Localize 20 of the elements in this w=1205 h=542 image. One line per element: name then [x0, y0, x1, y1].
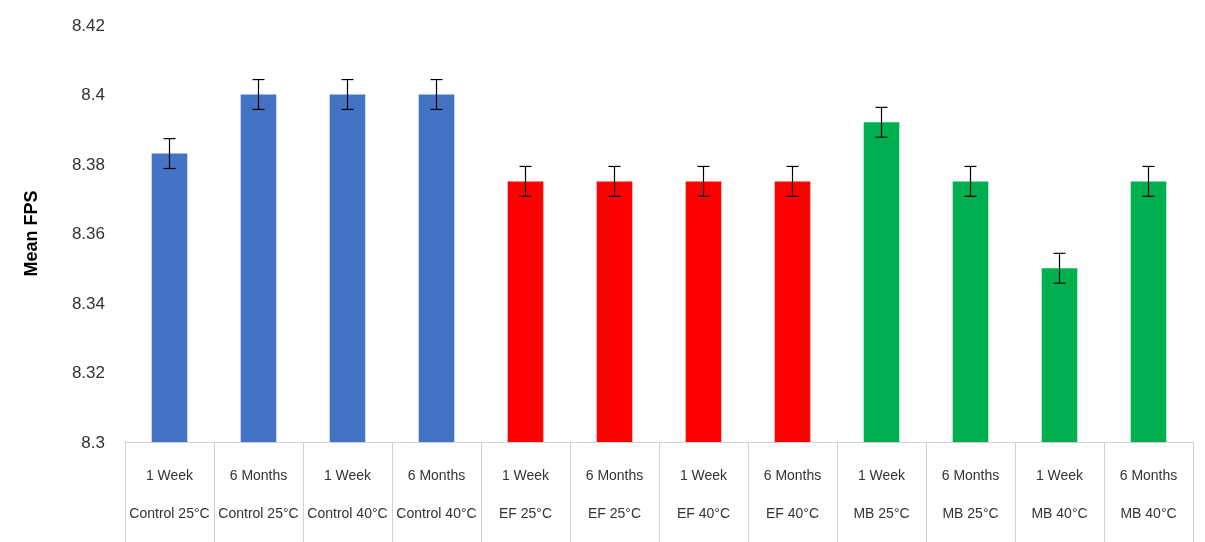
- category-label: 1 Week EF 40°C: [676, 467, 731, 521]
- y-tick-label: 8.4: [81, 85, 105, 104]
- y-tick-label: 8.38: [71, 154, 105, 174]
- category-label: 1 Week MB 25°C: [853, 467, 910, 521]
- category-label: 6 Months MB 25°C: [941, 467, 1000, 521]
- category-label: 6 Months MB 40°C: [1119, 467, 1178, 521]
- y-tick-label: 8.42: [71, 15, 105, 35]
- category-label: 6 Months EF 40°C: [763, 467, 822, 521]
- y-tick-label: 8.36: [71, 224, 105, 243]
- y-tick-label: 8.3: [81, 432, 105, 452]
- category-label: 1 Week Control 40°C: [307, 467, 388, 521]
- category-label: 1 Week Control 25°C: [129, 467, 210, 521]
- y-tick-label: 8.32: [71, 363, 105, 382]
- category-label: 1 Week MB 40°C: [1031, 467, 1088, 521]
- y-axis-title: Mean FPS: [21, 190, 41, 277]
- category-label: 1 Week EF 25°C: [498, 467, 553, 521]
- category-label: 6 Months EF 25°C: [585, 467, 644, 521]
- category-label: 6 Months Control 25°C: [218, 467, 299, 521]
- y-tick-label: 8.34: [71, 293, 105, 313]
- category-label: 6 Months Control 40°C: [396, 467, 477, 521]
